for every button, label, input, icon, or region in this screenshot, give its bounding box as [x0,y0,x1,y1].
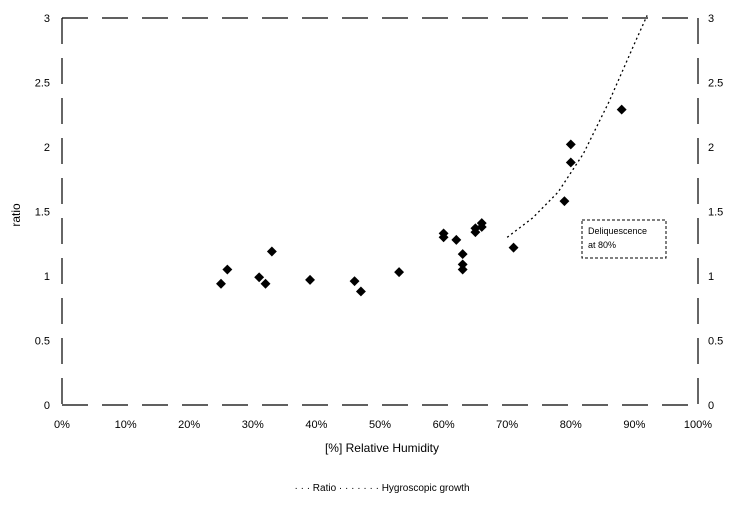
y2-tick-label: 2.5 [708,78,723,90]
annotation-line-1: Deliquescence [588,226,647,236]
fit-curve [506,15,648,238]
y-tick-label: 0 [44,400,50,412]
x-tick-label: 100% [684,419,712,431]
x-tick-label: 10% [115,419,137,431]
y2-tick-label: 2 [708,142,714,154]
data-point [476,222,487,232]
y2-tick-label: 0 [708,400,714,412]
data-point [457,259,468,270]
data-point [559,196,570,207]
plot-frame [61,17,699,406]
annotation-frame [581,219,667,259]
x-tick-label: 90% [623,419,645,431]
data-points [216,104,627,297]
x-tick-label: 40% [305,419,327,431]
y-axis-title: ratio [9,203,23,227]
x-tick-label: 50% [369,419,391,431]
data-point [470,223,481,234]
secondary-y-axis-ticks: 0 0.5 1 1.5 2 2.5 3 [708,13,723,412]
x-tick-label: 20% [178,419,200,431]
y-tick-label: 3 [44,13,50,25]
data-point [438,232,449,243]
y2-tick-label: 3 [708,13,714,25]
data-point [254,272,265,283]
x-tick-label: 70% [496,419,518,431]
annotation-box: Deliquescence at 80% [581,219,667,259]
data-point [457,264,468,275]
data-point [451,234,462,245]
fit-curve-layer [506,15,648,238]
x-tick-label: 30% [242,419,264,431]
y-axis-ticks: 0 0.5 1 1.5 2 2.5 3 [35,13,50,412]
annotation-line-2: at 80% [588,240,616,250]
y-tick-label: 1.5 [35,207,50,219]
y2-tick-label: 1.5 [708,207,723,219]
data-point [457,249,468,260]
x-axis-title: [%] Relative Humidity [325,441,439,455]
y-tick-label: 2 [44,142,50,154]
legend-text: · · · Ratio · · · · · · · Hygroscopic gr… [294,483,469,494]
data-point [349,276,360,287]
data-point [222,264,233,275]
data-point [355,286,366,297]
data-point [616,104,627,115]
data-point [508,242,519,253]
y-tick-label: 0.5 [35,336,50,348]
x-axis-ticks: 0% 10% 20% 30% 40% 50% 60% 70% 80% 90% 100% [54,419,712,431]
data-point [260,278,271,289]
y2-tick-label: 1 [708,271,714,283]
data-point [305,274,315,285]
y2-tick-label: 0.5 [708,336,723,348]
data-point [394,267,405,278]
y-tick-label: 2.5 [35,78,50,90]
x-tick-label: 60% [433,419,455,431]
x-tick-label: 0% [54,419,70,431]
y-tick-label: 1 [44,271,50,283]
data-point [266,246,277,257]
data-point [216,278,226,289]
data-point [565,139,576,150]
data-point [565,157,576,168]
x-tick-label: 80% [560,419,582,431]
